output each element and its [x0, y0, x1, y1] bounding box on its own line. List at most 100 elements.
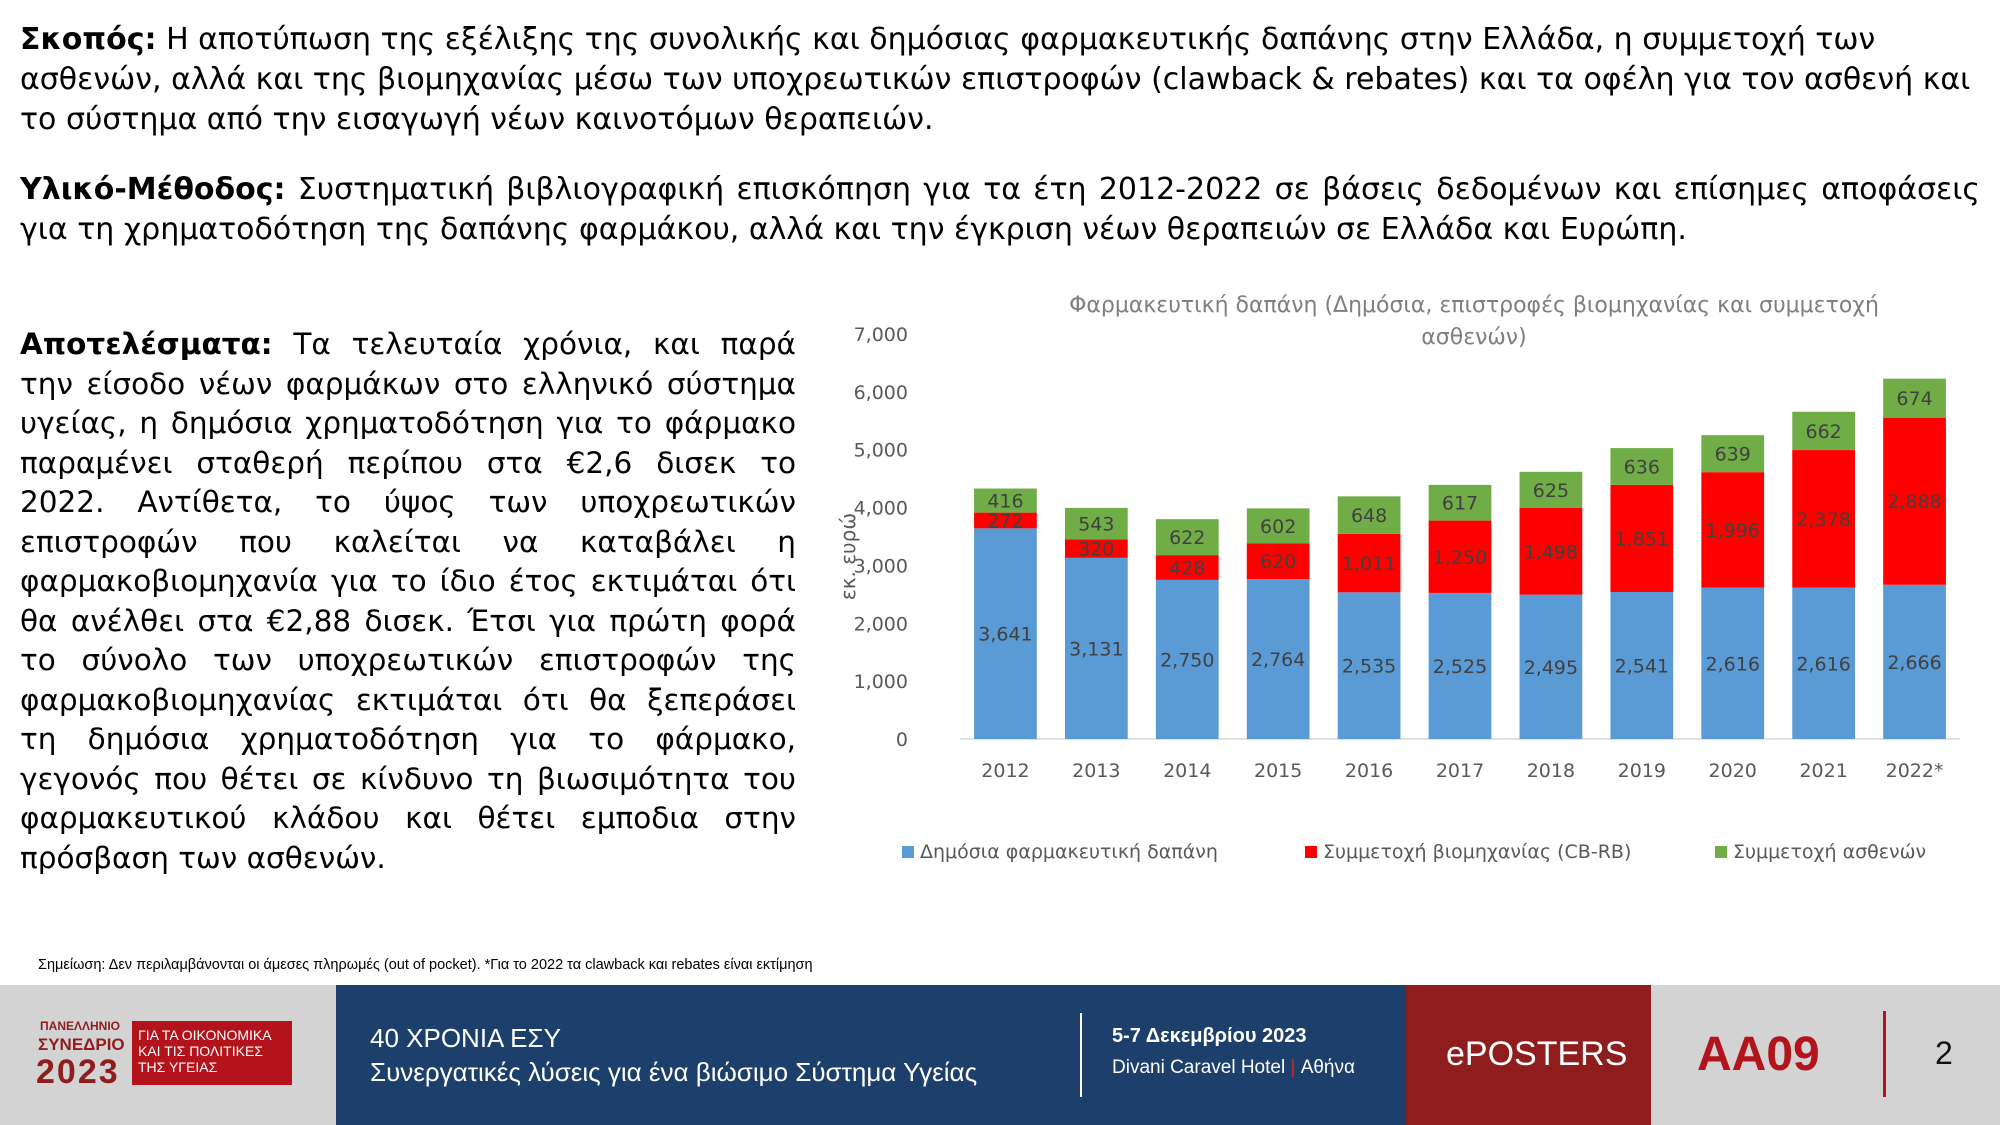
data-label: 2,888 [1887, 491, 1941, 513]
aim-label: Σκοπός: [20, 22, 157, 57]
data-label: 428 [1169, 558, 1205, 580]
aim-paragraph: Σκοπός: Η αποτύπωση της εξέλιξης της συν… [20, 20, 1980, 140]
bar-segment [1519, 471, 1583, 508]
bar-segment [1883, 378, 1946, 418]
bar-segment [1792, 411, 1855, 451]
data-label: 622 [1169, 527, 1205, 549]
conference-banner: 40 ΧΡΟΝΙΑ ΕΣΥ Συνεργατικές λύσεις για έν… [336, 985, 1406, 1125]
data-label: 620 [1260, 551, 1296, 573]
bar-segment [1065, 507, 1128, 540]
results-label: Αποτελέσματα: [20, 327, 273, 361]
data-label: 1,851 [1615, 528, 1669, 550]
bar-segment [1701, 435, 1765, 473]
data-label: 416 [987, 491, 1023, 513]
legend-label: Συμμετοχή ασθενών [1733, 841, 1926, 863]
data-label: 617 [1442, 493, 1478, 515]
bar-segment [1428, 520, 1492, 593]
y-axis-label: εκ. ευρώ [836, 513, 860, 600]
bar-segment [1155, 579, 1219, 739]
legend-swatch [1305, 846, 1317, 858]
bar-segment [1428, 592, 1492, 739]
data-label: 662 [1806, 421, 1842, 443]
method-paragraph: Υλικό-Μέθοδος: Συστηματική βιβλιογραφική… [20, 170, 1980, 250]
data-label: 1,996 [1706, 520, 1760, 542]
bar-segment [1610, 591, 1674, 739]
bar-segment [1610, 448, 1674, 485]
logo-box-line: ΓΙΑ ΤΑ ΟΙΚΟΝΟΜΙΚΑ [138, 1027, 272, 1043]
logo-box-line: ΚΑΙ ΤΙΣ ΠΟΛΙΤΙΚΕΣ [138, 1043, 263, 1059]
bar-segment [1610, 484, 1674, 592]
data-label: 1,011 [1342, 553, 1396, 575]
y-tick-label: 2,000 [854, 613, 908, 635]
venue-name: Divani Caravel Hotel [1112, 1057, 1286, 1078]
legend-swatch [1715, 846, 1727, 858]
x-tick-label: 2013 [1072, 760, 1120, 782]
data-label: 636 [1624, 456, 1660, 478]
y-tick-label: 7,000 [854, 324, 908, 346]
data-label: 2,666 [1887, 652, 1941, 674]
bar-segment [1701, 472, 1765, 588]
eposters-label-box: ePOSTERS [1406, 985, 1651, 1125]
aim-body: Η αποτύπωση της εξέλιξης της συνολικής κ… [20, 22, 1971, 137]
data-label: 2,525 [1433, 656, 1487, 678]
y-tick-label: 4,000 [854, 498, 908, 520]
data-label: 2,535 [1342, 656, 1396, 678]
bar-segment [1519, 507, 1583, 595]
data-label: 2,616 [1796, 653, 1850, 675]
legend-swatch [902, 846, 914, 858]
data-label: 2,616 [1706, 653, 1760, 675]
bar-segment [1519, 594, 1583, 739]
bar-segment [974, 528, 1037, 739]
results-paragraph: Αποτελέσματα: Τα τελευταία χρόνια, και π… [20, 325, 796, 878]
bar-segment [1792, 450, 1855, 588]
eposters-label: ePOSTERS [1446, 1035, 1628, 1073]
data-label: 2,541 [1615, 655, 1669, 677]
chart-title-line: ασθενών) [1421, 325, 1526, 350]
data-label: 1,498 [1524, 541, 1578, 563]
method-label: Υλικό-Μέθοδος: [20, 172, 286, 207]
poster-code: AA09 [1697, 1028, 1820, 1081]
congress-logo: ΠΑΝΕΛΛΗΝΙΟ ΣΥΝΕΔΡΙΟ 2023 ΓΙΑ ΤΑ ΟΙΚΟΝΟΜΙ… [0, 985, 336, 1125]
page-number: 2 [1935, 1035, 1953, 1071]
conference-title: 40 ΧΡΟΝΙΑ ΕΣΥ [370, 1023, 561, 1053]
bar-segment [1155, 555, 1219, 580]
logo-line1: ΠΑΝΕΛΛΗΝΙΟ [40, 1019, 121, 1033]
x-tick-label: 2015 [1254, 760, 1302, 782]
x-tick-label: 2022* [1886, 760, 1944, 782]
poster-footer: ΠΑΝΕΛΛΗΝΙΟ ΣΥΝΕΔΡΙΟ 2023 ΓΙΑ ΤΑ ΟΙΚΟΝΟΜΙ… [0, 985, 2000, 1125]
bar-segment [1883, 584, 1946, 739]
data-label: 543 [1078, 514, 1114, 536]
bar-segment [974, 512, 1037, 529]
logo-box: ΓΙΑ ΤΑ ΟΙΚΟΝΟΜΙΚΑ ΚΑΙ ΤΙΣ ΠΟΛΙΤΙΚΕΣ ΤΗΣ … [132, 1021, 292, 1085]
bar-segment [1065, 557, 1128, 739]
y-tick-label: 3,000 [854, 555, 908, 577]
y-tick-label: 6,000 [854, 382, 908, 404]
bar-segment [1701, 587, 1765, 739]
x-tick-label: 2018 [1527, 760, 1575, 782]
data-label: 320 [1078, 539, 1114, 561]
logo-line2: ΣΥΝΕΔΡΙΟ [38, 1035, 125, 1054]
bar-segment [1792, 587, 1855, 739]
legend-label: Δημόσια φαρμακευτική δαπάνη [920, 841, 1218, 863]
data-label: 2,750 [1160, 649, 1214, 671]
x-tick-label: 2016 [1345, 760, 1393, 782]
logo-box-line: ΤΗΣ ΥΓΕΙΑΣ [138, 1059, 218, 1075]
x-tick-label: 2019 [1618, 760, 1666, 782]
code-divider [1883, 1011, 1886, 1097]
bar-segment [1883, 417, 1946, 585]
x-tick-label: 2014 [1163, 760, 1211, 782]
bar-segment [1246, 543, 1310, 580]
logo-year: 2023 [36, 1053, 120, 1091]
venue-separator: | [1290, 1057, 1296, 1078]
data-label: 2,378 [1796, 509, 1850, 531]
conference-dates: 5-7 Δεκεμβρίου 2023 [1112, 1025, 1307, 1047]
data-label: 1,250 [1433, 547, 1487, 569]
banner-divider [1080, 1013, 1082, 1097]
y-tick-label: 0 [896, 729, 908, 751]
x-tick-label: 2020 [1709, 760, 1757, 782]
data-label: 2,495 [1524, 657, 1578, 679]
bar-segment [1337, 496, 1401, 534]
data-label: 3,641 [978, 624, 1032, 646]
bar-segment [1155, 519, 1219, 556]
bar-segment [1065, 539, 1128, 558]
